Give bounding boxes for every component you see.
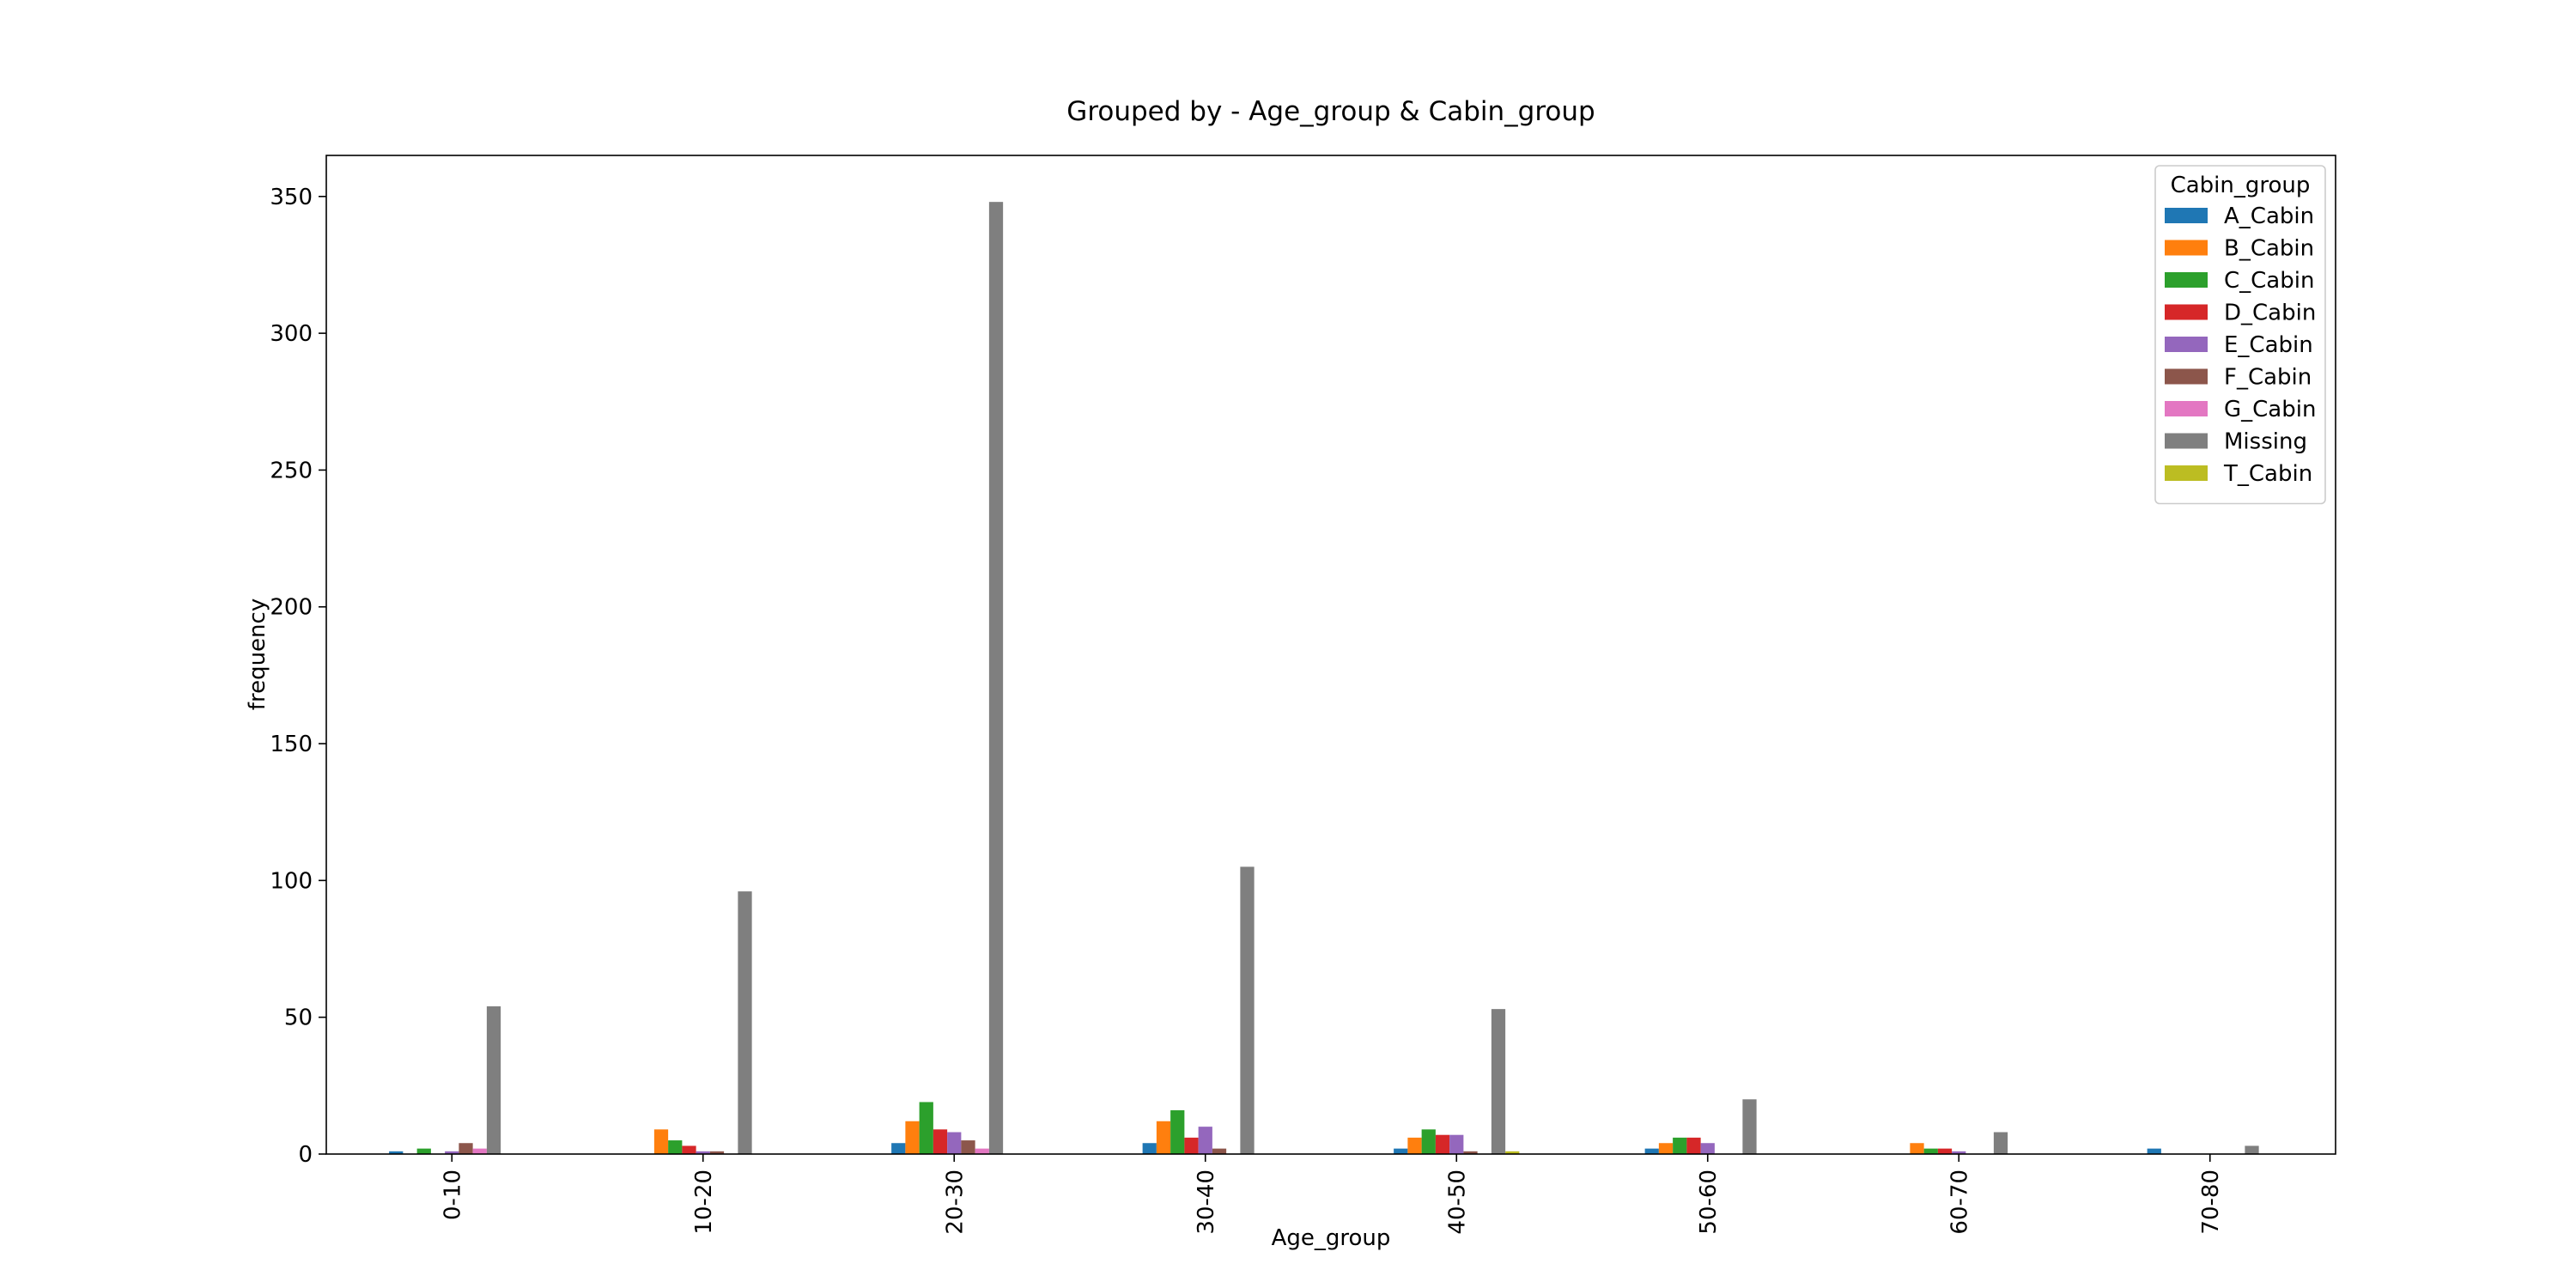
bar-Missing-70-80 <box>2245 1145 2259 1154</box>
bar-A_Cabin-20-30 <box>891 1143 906 1154</box>
bar-Missing-20-30 <box>988 202 1004 1154</box>
x-axis: 0-10 10-20 20-30 30-40 40-50 50-60 60-70 70-80 <box>440 1154 2224 1235</box>
legend-swatch-T_Cabin <box>2165 465 2208 481</box>
y-axis: 0 50 100 150 200 250 300 350 <box>270 185 326 1168</box>
x-tick-label: 20-30 <box>942 1170 968 1235</box>
legend: Cabin_group A_Cabin B_Cabin C_Cabin D_Cabin E… <box>2154 165 2326 505</box>
legend-label-F_Cabin: F_Cabin <box>2224 365 2312 391</box>
y-tick-label: 300 <box>270 321 313 347</box>
bar-C_Cabin-60-70 <box>1923 1148 1938 1154</box>
bar-B_Cabin-50-60 <box>1658 1143 1674 1154</box>
bar-A_Cabin-40-50 <box>1394 1148 1408 1154</box>
bar-C_Cabin-0-10 <box>416 1148 431 1154</box>
bar-E_Cabin-0-10 <box>445 1151 459 1154</box>
legend-label-T_Cabin: T_Cabin <box>2223 461 2312 487</box>
bar-C_Cabin-20-30 <box>919 1102 933 1154</box>
legend-label-G_Cabin: G_Cabin <box>2224 397 2316 422</box>
legend-label-E_Cabin: E_Cabin <box>2224 332 2313 358</box>
bar-D_Cabin-60-70 <box>1937 1148 1953 1154</box>
legend-label-Missing: Missing <box>2224 429 2307 455</box>
legend-swatch-Missing <box>2165 433 2208 449</box>
bar-E_Cabin-20-30 <box>947 1132 962 1154</box>
plot-frame <box>325 155 2336 1155</box>
legend-label-C_Cabin: C_Cabin <box>2224 268 2314 294</box>
bar-A_Cabin-50-60 <box>1644 1148 1659 1154</box>
bar-D_Cabin-50-60 <box>1686 1137 1701 1154</box>
bar-A_Cabin-0-10 <box>389 1151 404 1154</box>
bar-Missing-0-10 <box>486 1005 501 1154</box>
bar-B_Cabin-20-30 <box>905 1121 920 1154</box>
bar-F_Cabin-40-50 <box>1463 1151 1478 1154</box>
bar-E_Cabin-30-40 <box>1198 1127 1212 1154</box>
x-tick-label: 50-60 <box>1696 1170 1722 1235</box>
legend-swatch-C_Cabin <box>2165 272 2208 288</box>
chart-title: Grouped by - Age_group & Cabin_group <box>1066 96 1595 127</box>
bar-B_Cabin-60-70 <box>1910 1143 1924 1154</box>
bar-Missing-10-20 <box>738 891 752 1154</box>
bar-A_Cabin-30-40 <box>1142 1143 1157 1154</box>
bar-A_Cabin-70-80 <box>2147 1148 2161 1154</box>
bar-B_Cabin-40-50 <box>1407 1137 1422 1154</box>
y-tick-label: 250 <box>270 458 313 483</box>
bar-T_Cabin-40-50 <box>1505 1151 1520 1154</box>
y-tick-label: 100 <box>270 868 313 894</box>
bar-F_Cabin-30-40 <box>1212 1148 1227 1154</box>
legend-title: Cabin_group <box>2171 173 2311 198</box>
bar-G_Cabin-20-30 <box>975 1148 989 1154</box>
bar-E_Cabin-40-50 <box>1449 1134 1464 1154</box>
bar-F_Cabin-10-20 <box>709 1151 725 1154</box>
x-tick-label: 30-40 <box>1194 1170 1219 1235</box>
bar-E_Cabin-50-60 <box>1700 1143 1715 1154</box>
bar-Missing-60-70 <box>1993 1132 2008 1154</box>
bar-C_Cabin-40-50 <box>1421 1129 1436 1154</box>
bar-C_Cabin-50-60 <box>1673 1137 1687 1154</box>
bar-Missing-30-40 <box>1240 866 1255 1154</box>
legend-swatch-A_Cabin <box>2165 208 2208 223</box>
y-tick-label: 150 <box>270 732 313 757</box>
bar-C_Cabin-10-20 <box>668 1140 683 1154</box>
legend-label-B_Cabin: B_Cabin <box>2224 236 2314 262</box>
y-tick-label: 350 <box>270 185 313 210</box>
bar-D_Cabin-40-50 <box>1435 1134 1450 1154</box>
legend-label-A_Cabin: A_Cabin <box>2224 204 2314 229</box>
y-tick-label: 0 <box>298 1142 313 1168</box>
legend-swatch-G_Cabin <box>2165 401 2208 416</box>
x-axis-label: Age_group <box>1272 1225 1391 1251</box>
y-tick-label: 50 <box>284 1005 313 1031</box>
bar-D_Cabin-10-20 <box>682 1145 696 1154</box>
legend-swatch-F_Cabin <box>2165 368 2208 385</box>
bar-E_Cabin-60-70 <box>1952 1151 1966 1154</box>
bar-B_Cabin-10-20 <box>653 1129 669 1154</box>
bar-F_Cabin-0-10 <box>459 1143 473 1154</box>
x-tick-label: 10-20 <box>691 1170 717 1235</box>
legend-swatch-E_Cabin <box>2165 337 2208 352</box>
bar-D_Cabin-30-40 <box>1184 1137 1199 1154</box>
x-tick-label: 40-50 <box>1444 1170 1470 1235</box>
legend-swatch-D_Cabin <box>2165 304 2208 320</box>
y-axis-label: frequency <box>245 598 270 710</box>
legend-swatch-B_Cabin <box>2165 240 2208 256</box>
x-tick-label: 0-10 <box>440 1170 465 1220</box>
x-tick-label: 70-80 <box>2198 1170 2224 1235</box>
bar-C_Cabin-30-40 <box>1170 1110 1185 1154</box>
bar-G_Cabin-0-10 <box>472 1148 487 1154</box>
y-tick-label: 200 <box>270 595 313 621</box>
bar-B_Cabin-30-40 <box>1156 1121 1171 1154</box>
bars-layer <box>389 202 2259 1154</box>
bar-Missing-50-60 <box>1742 1099 1757 1154</box>
bar-E_Cabin-10-20 <box>696 1151 710 1154</box>
legend-label-D_Cabin: D_Cabin <box>2224 301 2316 326</box>
x-tick-label: 60-70 <box>1947 1170 1972 1235</box>
bar-Missing-40-50 <box>1491 1009 1506 1154</box>
bar-D_Cabin-20-30 <box>933 1129 948 1154</box>
bar-F_Cabin-20-30 <box>961 1140 975 1154</box>
